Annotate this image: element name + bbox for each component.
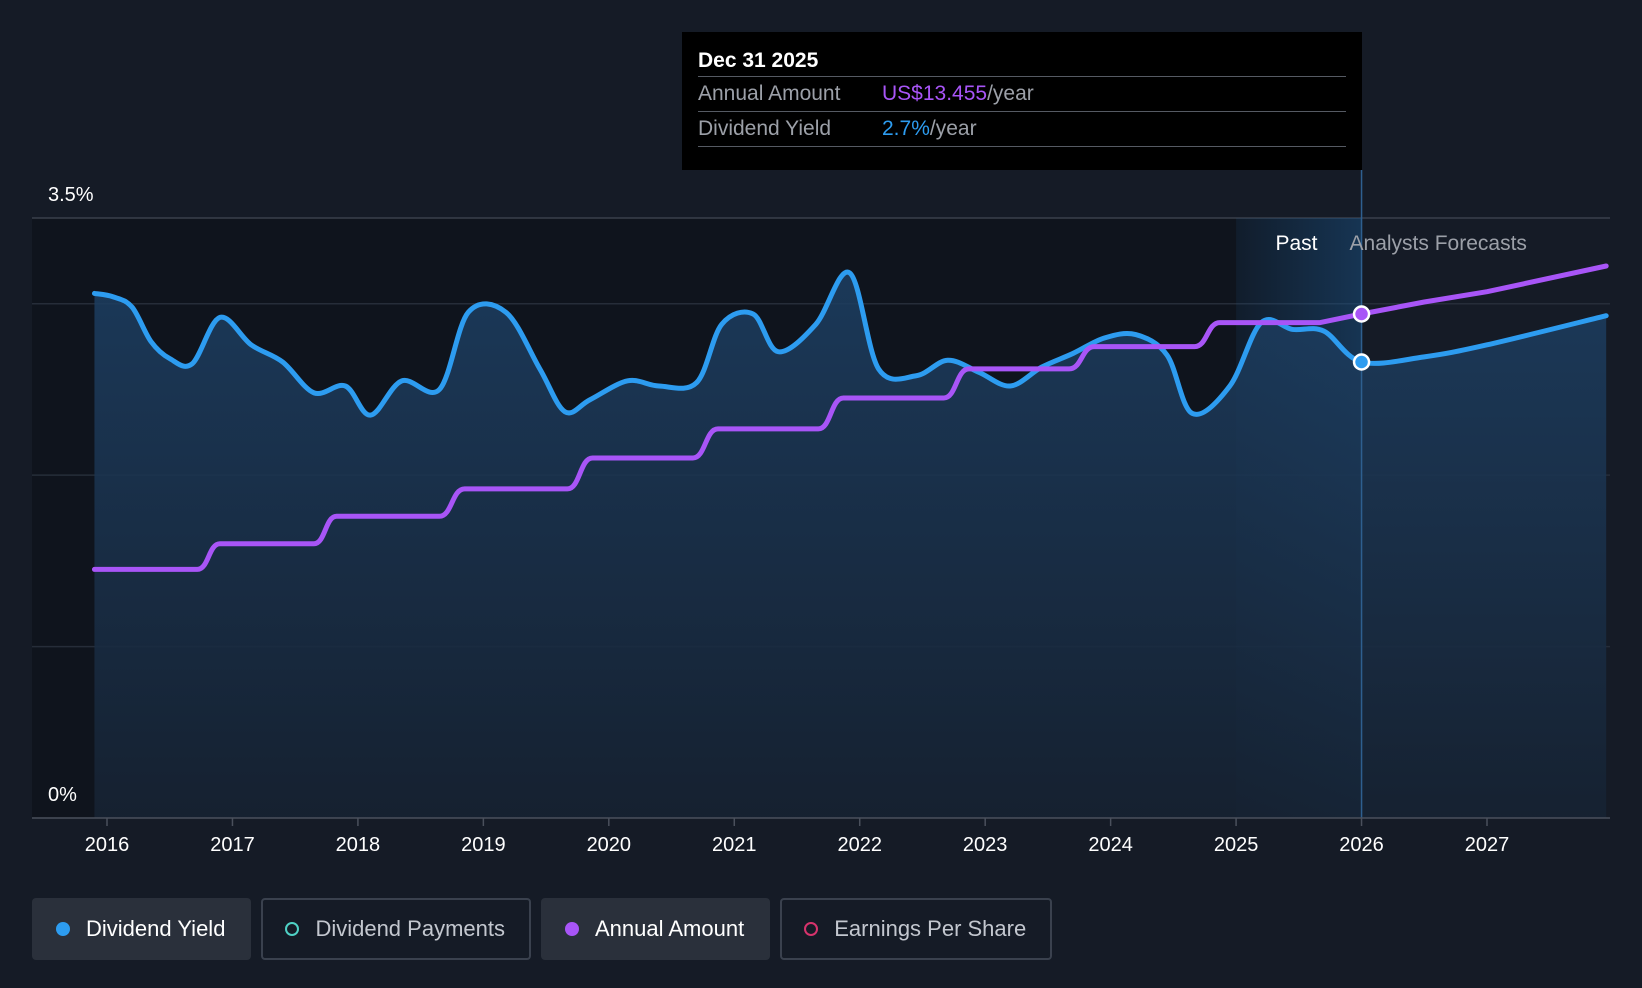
legend-label: Dividend Payments bbox=[315, 916, 505, 941]
legend: Dividend Yield Dividend Payments Annual … bbox=[32, 898, 1062, 960]
x-tick-label: 2025 bbox=[1214, 834, 1259, 856]
annual-amount-line bbox=[91, 263, 1609, 572]
x-tick-label: 2021 bbox=[712, 834, 757, 856]
tooltip-key: Dividend Yield bbox=[698, 117, 832, 140]
x-tick-label: 2026 bbox=[1339, 834, 1384, 856]
legend-earnings-per-share[interactable]: Earnings Per Share bbox=[780, 898, 1053, 960]
legend-dot-icon bbox=[804, 922, 819, 936]
x-tick-label: 2023 bbox=[963, 834, 1008, 856]
y-axis-max-label: 3.5% bbox=[48, 184, 94, 206]
forecast-region-label: Analysts Forecasts bbox=[1350, 232, 1527, 255]
tooltip-value: US$13.455/year bbox=[882, 82, 1034, 105]
legend-dividend-payments[interactable]: Dividend Payments bbox=[261, 898, 531, 960]
legend-label: Earnings Per Share bbox=[834, 916, 1027, 941]
legend-dot-icon bbox=[564, 922, 579, 936]
legend-dot-icon bbox=[285, 922, 300, 936]
legend-label: Annual Amount bbox=[594, 916, 745, 941]
legend-annual-amount[interactable]: Annual Amount bbox=[540, 898, 771, 960]
dividend-yield-area bbox=[94, 272, 1607, 818]
x-tick-label: 2027 bbox=[1465, 834, 1510, 856]
x-tick-label: 2016 bbox=[85, 834, 130, 856]
tooltip-row-dividend-yield: Dividend Yield 2.7%/year bbox=[698, 111, 1346, 147]
x-axis-ticks: 2016 2017 2018 2019 2020 2021 2022 2023 2024 2025… bbox=[85, 818, 1510, 856]
y-axis-min-label: 0% bbox=[48, 784, 77, 806]
legend-dot-icon bbox=[56, 922, 70, 936]
x-tick-label: 2022 bbox=[837, 834, 882, 856]
past-region-label: Past bbox=[1276, 232, 1318, 255]
highlight-point bbox=[1352, 353, 1371, 371]
legend-dividend-yield[interactable]: Dividend Yield bbox=[32, 898, 252, 960]
tooltip: Dec 31 2025 Annual Amount US$13.455/year… bbox=[682, 32, 1362, 170]
x-tick-label: 2019 bbox=[461, 834, 506, 856]
legend-label: Dividend Yield bbox=[86, 916, 226, 941]
highlight-points bbox=[1352, 305, 1371, 371]
tooltip-value: 2.7%/year bbox=[882, 117, 977, 140]
highlight-point bbox=[1352, 305, 1371, 323]
tooltip-key: Annual Amount bbox=[698, 82, 841, 105]
tooltip-date: Dec 31 2025 bbox=[698, 49, 819, 72]
tooltip-row-annual-amount: Annual Amount US$13.455/year bbox=[698, 76, 1346, 111]
x-tick-label: 2018 bbox=[336, 834, 381, 856]
dividend-yield-line bbox=[91, 269, 1609, 418]
x-tick-label: 2020 bbox=[587, 834, 632, 856]
x-tick-label: 2024 bbox=[1088, 834, 1133, 856]
x-tick-label: 2017 bbox=[210, 834, 255, 856]
